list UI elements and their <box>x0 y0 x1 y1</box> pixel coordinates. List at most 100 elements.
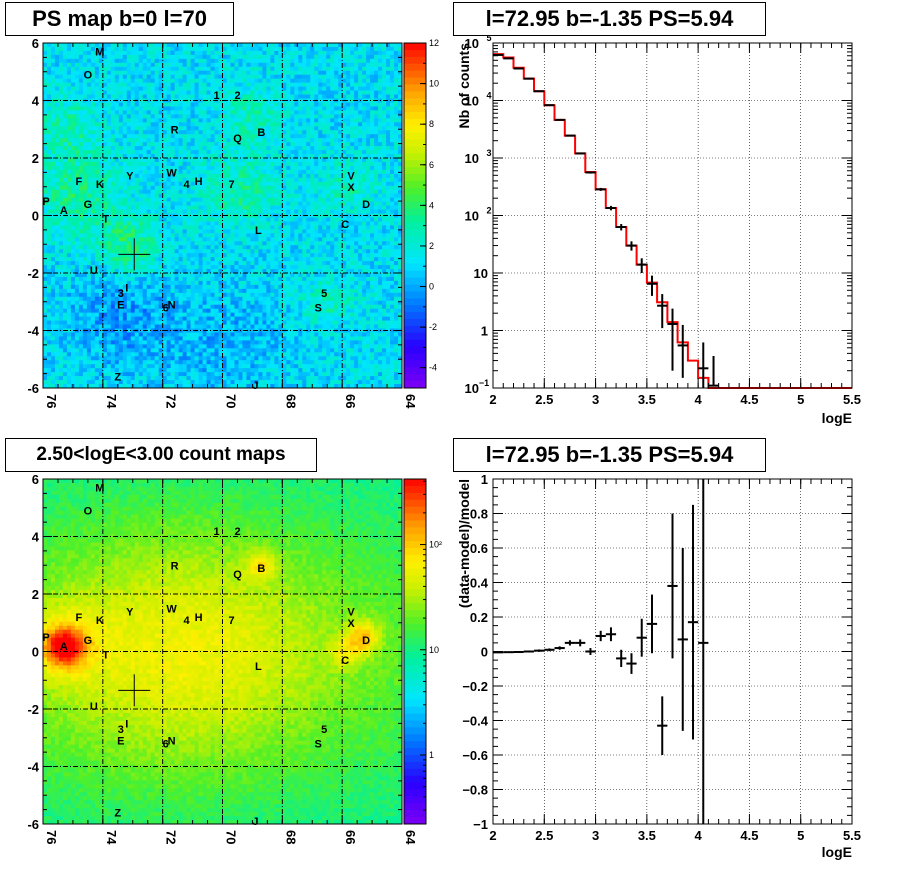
heatmap-cell <box>174 90 179 95</box>
heatmap-cell <box>122 185 128 191</box>
heatmap-cell <box>282 54 287 60</box>
heatmap-cell <box>186 185 191 191</box>
heatmap-cell <box>386 209 391 214</box>
heatmap-cell <box>334 86 339 91</box>
heatmap-cell <box>206 253 211 258</box>
heatmap-cell <box>54 253 60 258</box>
heatmap-cell <box>110 118 116 123</box>
heatmap-cell <box>230 177 235 183</box>
heatmap-cell <box>358 70 363 76</box>
heatmap-cell <box>310 177 315 183</box>
heatmap-cell <box>390 161 395 167</box>
heatmap-cell <box>126 154 132 159</box>
heatmap-cell <box>170 217 175 222</box>
heatmap-cell <box>354 189 359 194</box>
heatmap-cell <box>266 193 271 198</box>
heatmap-cell <box>54 249 60 254</box>
heatmap-cell <box>194 50 199 56</box>
heatmap-cell <box>270 221 275 226</box>
heatmap-cell <box>390 245 395 250</box>
heatmap-cell <box>78 110 84 115</box>
heatmap-cell <box>126 201 132 206</box>
heatmap-cell <box>334 205 339 210</box>
heatmap-cell <box>114 50 120 56</box>
heatmap-cell <box>110 185 116 191</box>
heatmap-cell <box>158 114 163 119</box>
heatmap-cell <box>54 102 60 107</box>
heatmap-cell <box>154 94 159 99</box>
heatmap-cell <box>114 197 120 202</box>
heatmap-cell <box>226 189 231 194</box>
heatmap-cell <box>294 233 299 238</box>
heatmap-cell <box>322 82 327 87</box>
heatmap-cell <box>90 102 96 107</box>
heatmap-cell <box>98 154 104 159</box>
heatmap-cell <box>74 249 80 254</box>
heatmap-cell <box>278 185 283 191</box>
heatmap-cell <box>238 225 243 230</box>
heatmap-cell <box>278 154 283 159</box>
heatmap-cell <box>98 209 104 214</box>
heatmap-cell <box>326 177 331 183</box>
heatmap-cell <box>66 114 72 119</box>
heatmap-cell <box>186 229 191 234</box>
heatmap-cell <box>102 62 108 68</box>
heatmap-cell <box>302 237 307 242</box>
heatmap-cell <box>254 142 259 147</box>
heatmap-cell <box>346 213 351 218</box>
heatmap-cell <box>230 82 235 87</box>
heatmap-cell <box>274 50 279 56</box>
heatmap-cell <box>218 197 223 202</box>
heatmap-cell <box>390 177 395 183</box>
heatmap-cell <box>330 134 335 139</box>
heatmap-cell <box>82 118 88 123</box>
heatmap-cell <box>130 169 136 175</box>
heatmap-cell <box>202 142 207 147</box>
heatmap-cell <box>322 249 327 254</box>
heatmap-cell <box>114 58 120 64</box>
heatmap-cell <box>162 86 167 91</box>
heatmap-cell <box>390 106 395 111</box>
heatmap-cell <box>94 158 100 163</box>
heatmap-cell <box>74 233 80 238</box>
heatmap-cell <box>238 185 243 191</box>
heatmap-cell <box>50 173 56 179</box>
heatmap-cell <box>238 58 243 64</box>
heatmap-cell <box>102 122 108 127</box>
heatmap-cell <box>214 161 219 167</box>
heatmap-cell <box>46 126 52 131</box>
heatmap-cell <box>234 173 239 179</box>
heatmap-cell <box>362 110 367 115</box>
heatmap-cell <box>46 161 52 167</box>
heatmap-cell <box>82 134 88 139</box>
heatmap-cell <box>222 225 227 230</box>
heatmap-cell <box>66 169 72 175</box>
heatmap-cell <box>66 50 72 56</box>
heatmap-cell <box>166 86 171 91</box>
heatmap-cell <box>150 205 155 210</box>
heatmap-cell <box>178 150 183 155</box>
heatmap-cell <box>382 158 387 163</box>
heatmap-cell <box>370 146 375 151</box>
heatmap-cell <box>142 102 148 107</box>
heatmap-cell <box>266 249 271 254</box>
heatmap-cell <box>142 161 148 167</box>
heatmap-cell <box>130 257 136 262</box>
heatmap-cell <box>274 237 279 242</box>
heatmap-cell <box>198 118 203 123</box>
heatmap-cell <box>178 142 183 147</box>
heatmap-cell <box>94 225 100 230</box>
heatmap-cell <box>50 138 56 143</box>
heatmap-cell <box>358 161 363 167</box>
heatmap-cell <box>278 193 283 198</box>
heatmap-cell <box>170 70 175 76</box>
heatmap-cell <box>190 245 195 250</box>
heatmap-cell <box>366 82 371 87</box>
heatmap-cell <box>218 106 223 111</box>
heatmap-cell <box>186 261 191 266</box>
heatmap-cell <box>110 245 116 250</box>
heatmap-cell <box>278 169 283 175</box>
heatmap-cell <box>206 118 211 123</box>
heatmap-cell <box>390 98 395 103</box>
heatmap-cell <box>238 197 243 202</box>
